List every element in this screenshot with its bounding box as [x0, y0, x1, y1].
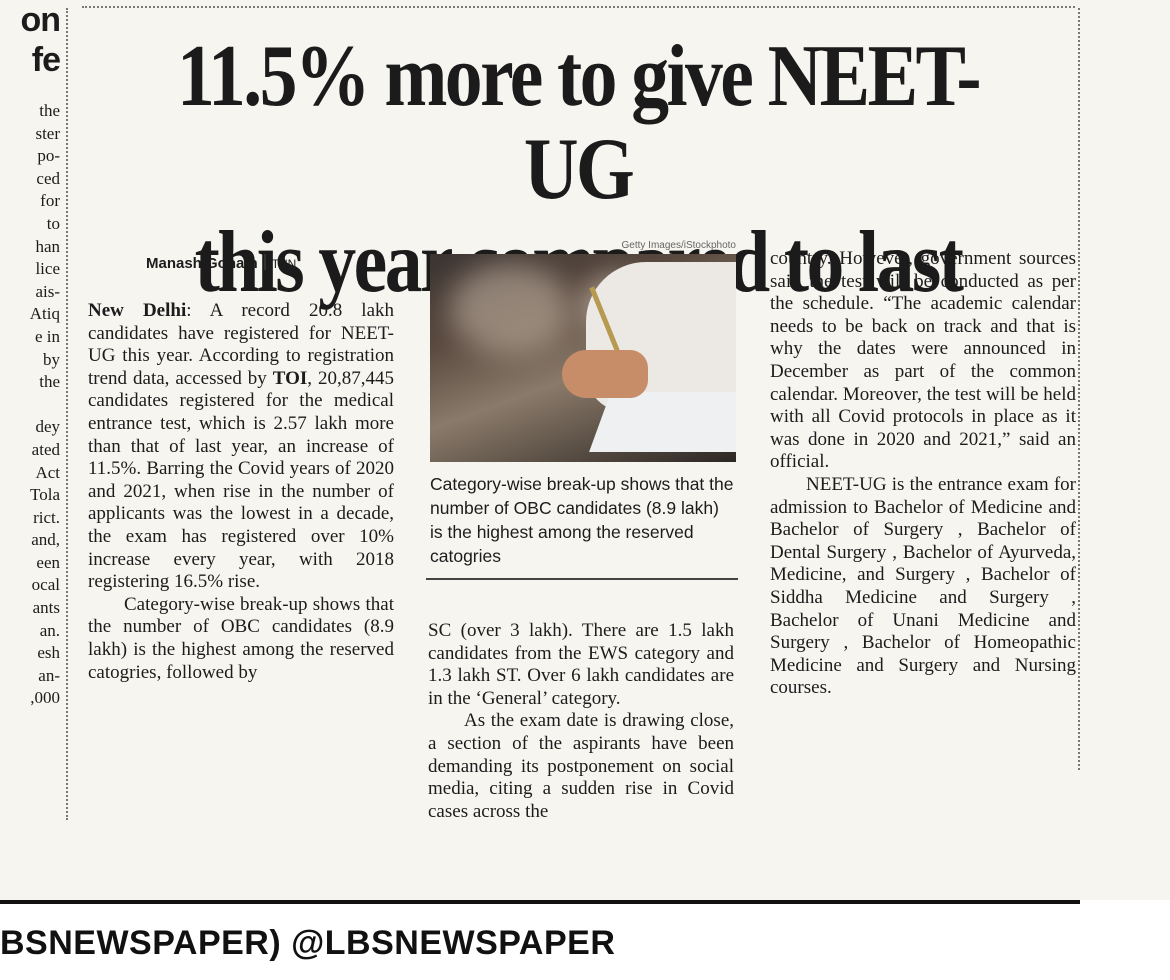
footer-rule [0, 900, 1080, 904]
article-paragraph: SC (over 3 lakh). There are 1.5 lakh can… [428, 620, 734, 709]
adjacent-headline: on fe [0, 0, 60, 80]
adjacent-body-line: Tola [30, 485, 60, 505]
adjacent-body-line: ced [36, 168, 60, 188]
adjacent-body-line: ster [35, 123, 60, 143]
source-name: TOI [272, 367, 308, 389]
dateline: New Delhi [88, 300, 187, 321]
adjacent-body-line: ais- [35, 281, 60, 301]
article-column-3: country. However, government sources sai… [770, 248, 1076, 700]
adjacent-body-line: ants [32, 598, 60, 618]
exam-photo [430, 254, 736, 462]
adjacent-body-line: and, [31, 530, 60, 550]
adjacent-body-line: to [46, 213, 60, 233]
paragraph-text: : A record 20.8 lakh candidates have reg… [88, 300, 394, 389]
adjacent-body-line: esh [37, 643, 60, 663]
adjacent-body-line: e in [34, 326, 60, 346]
byline-separator [263, 254, 266, 270]
adjacent-body-line: po- [37, 146, 60, 166]
adjacent-body-line: the [39, 101, 60, 120]
news-agency: TNN [271, 257, 297, 271]
photo-credit: Getty Images/iStockphoto [621, 240, 736, 251]
adjacent-body-line: for [40, 191, 60, 211]
adjacent-body-line: ated [31, 439, 60, 459]
article-paragraph: As the exam date is drawing close, a sec… [428, 710, 734, 822]
adjacent-body-line: ocal [31, 575, 60, 595]
adjacent-headline-fragment: fe [31, 41, 60, 79]
adjacent-body-line: Atiq [29, 304, 60, 324]
article-column-2: SC (over 3 lakh). There are 1.5 lakh can… [428, 620, 734, 823]
adjacent-body-line: ,000 [30, 688, 60, 708]
page-title: 11.5% more to give NEET-UG this year com… [148, 30, 1008, 309]
article-paragraph: New Delhi: A record 20.8 lakh candidates… [88, 300, 394, 594]
adjacent-body-line: the [39, 372, 60, 392]
adjacent-body-line: han [35, 236, 60, 256]
adjacent-body-line: een [36, 552, 60, 572]
adjacent-body-line [0, 394, 60, 417]
byline: Manash Gohain TNN [146, 254, 296, 272]
adjacent-body-line: dey [35, 417, 60, 437]
author-name: Manash Gohain [146, 255, 258, 272]
caption-rule [426, 578, 738, 580]
adjacent-body-line: rict. [33, 507, 60, 527]
article-paragraph: Category-wise break-up shows that the nu… [88, 593, 394, 683]
newspaper-clipping: on fe the ster po-ced for to han lice ais- Atiq e… [0, 0, 1170, 900]
headline-line-1: 11.5% more to give NEET-UG [176, 28, 982, 218]
adjacent-body-line: by [43, 349, 60, 369]
article-paragraph: NEET-UG is the entrance exam for admissi… [770, 473, 1076, 699]
adjacent-body-line: lice [35, 259, 60, 279]
paragraph-text: , 20,87,445 candidates registered for th… [88, 367, 394, 593]
article-paragraph: country. However, government sources sai… [770, 248, 1076, 473]
adjacent-body-line: an- [38, 665, 60, 685]
adjacent-body-line: an. [39, 620, 60, 640]
column-divider-right [1078, 8, 1080, 770]
adjacent-article-strip: on fe the ster po-ced for to han lice ais- Atiq e… [0, 0, 60, 890]
adjacent-headline-fragment: on [20, 1, 60, 39]
column-divider-left [66, 8, 68, 820]
source-watermark: BSNEWSPAPER) @LBSNEWSPAPER [0, 924, 616, 962]
photo-caption: Category-wise break-up shows that the nu… [430, 474, 734, 566]
adjacent-body-lines: the ster po-ced for to han lice ais- Atiq e in by t… [0, 100, 60, 710]
dotted-border-top [82, 6, 1075, 8]
adjacent-body-line: Act [35, 462, 60, 482]
article-column-1: New Delhi: A record 20.8 lakh candidates… [88, 300, 394, 684]
